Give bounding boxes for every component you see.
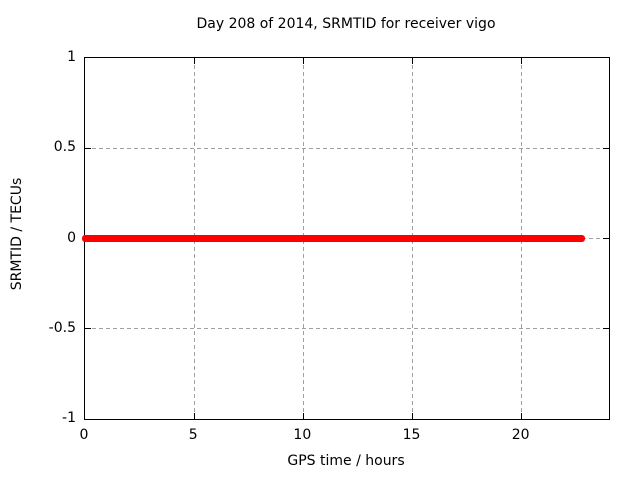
- x-tick-label: 0: [79, 427, 89, 443]
- x-tick-bottom: [302, 413, 304, 419]
- y-tick-right: [603, 328, 609, 330]
- y-tick-right: [603, 147, 609, 149]
- x-tick-top: [521, 58, 523, 64]
- y-gridline: [85, 328, 609, 330]
- x-tick-bottom: [412, 413, 413, 419]
- x-tick-top: [193, 58, 195, 64]
- y-tick-label: -1: [62, 410, 76, 426]
- x-tick-bottom: [521, 413, 523, 419]
- x-axis-label: GPS time / hours: [287, 453, 405, 469]
- x-tick-top: [302, 58, 304, 64]
- y-tick-left: [85, 328, 91, 330]
- plot-area: [82, 57, 610, 420]
- y-gridline: [85, 147, 609, 149]
- y-tick-label: 1: [67, 49, 76, 65]
- chart-title: Day 208 of 2014, SRMTID for receiver vig…: [196, 16, 496, 32]
- y-tick-right: [603, 238, 609, 239]
- x-tick-label: 20: [511, 427, 530, 443]
- x-tick-label: 5: [188, 427, 198, 443]
- x-tick-label: 15: [402, 427, 421, 443]
- y-tick-label: -0.5: [48, 319, 76, 336]
- x-tick-label: 10: [293, 427, 312, 443]
- y-tick-label: 0.5: [53, 139, 76, 156]
- x-tick-bottom: [193, 413, 195, 419]
- data-series-line: [82, 235, 585, 242]
- x-tick-top: [412, 58, 413, 64]
- y-tick-left: [85, 147, 91, 149]
- y-tick-label: 0: [67, 229, 76, 246]
